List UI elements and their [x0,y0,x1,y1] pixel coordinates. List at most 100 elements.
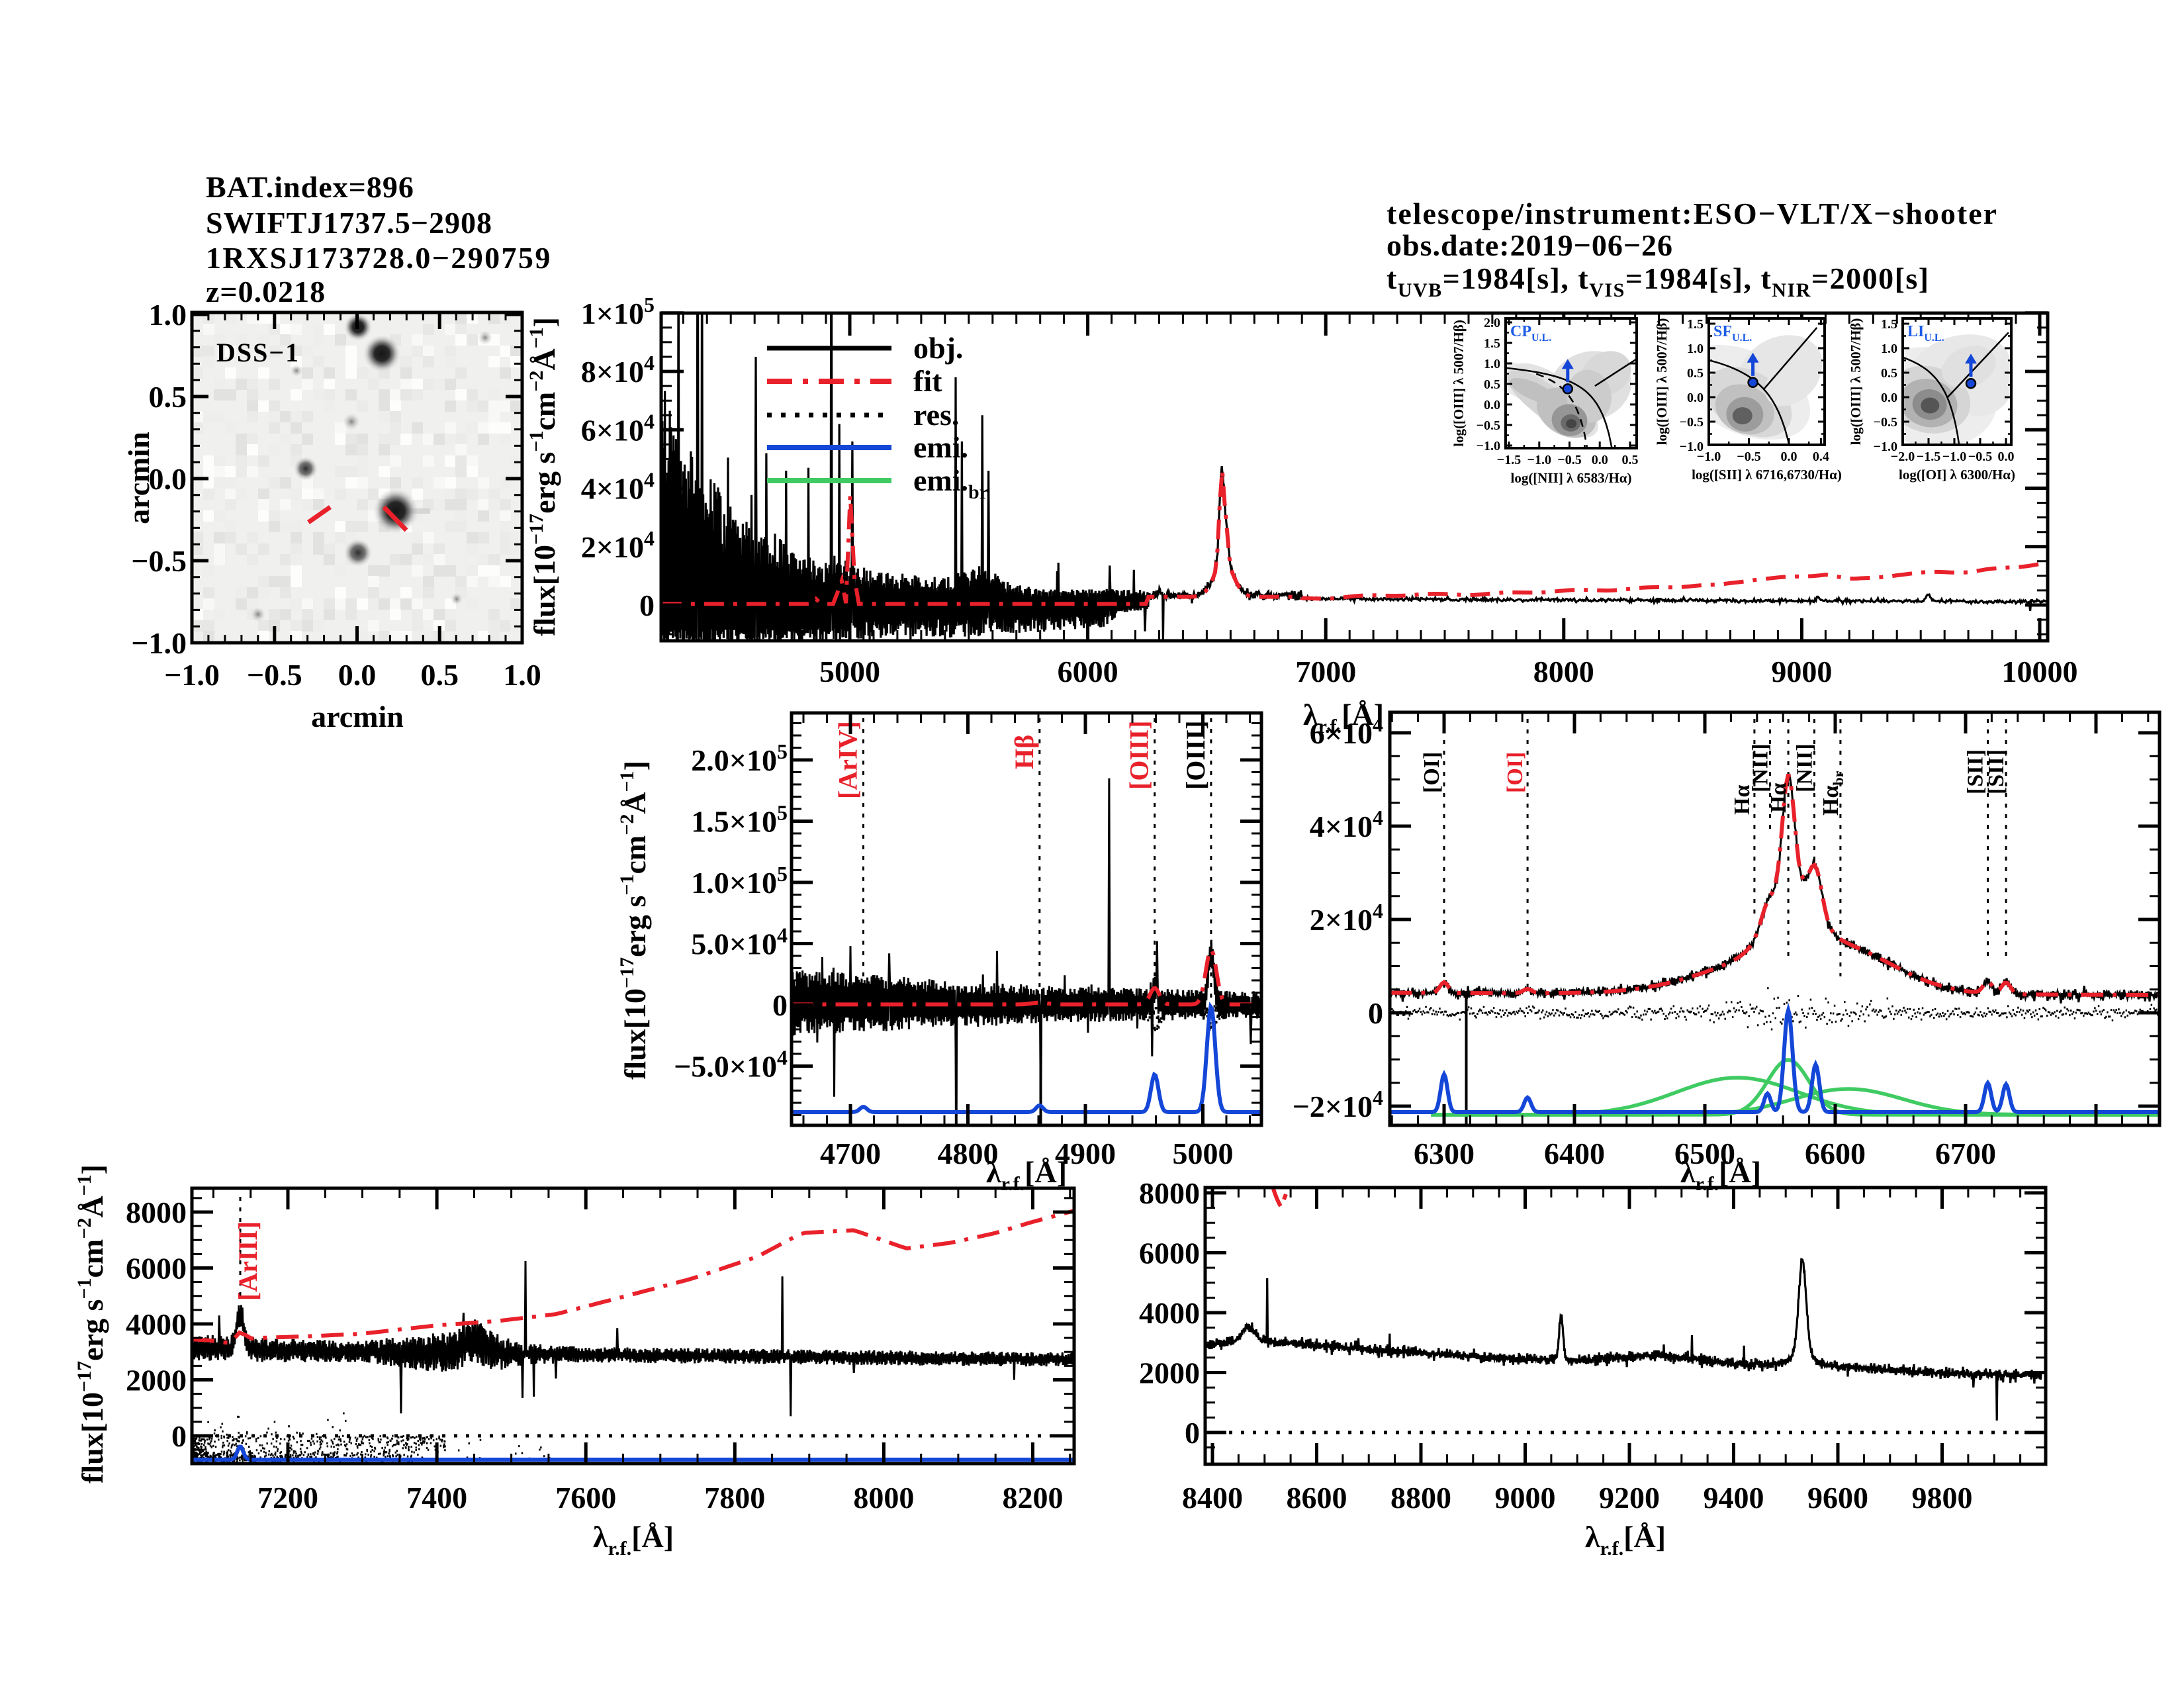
svg-text:6000: 6000 [1139,1237,1200,1270]
svg-text:[NII]: [NII] [1748,743,1772,792]
svg-text:0.0: 0.0 [338,658,377,692]
svg-text:8000: 8000 [853,1481,914,1515]
svg-text:−0.5: −0.5 [1874,415,1897,430]
svg-text:−1.0: −1.0 [1527,453,1551,467]
svg-text:emi.: emi. [913,430,968,464]
svg-text:9600: 9600 [1807,1481,1868,1515]
svg-text:[OI]: [OI] [1503,752,1527,793]
svg-text:7400: 7400 [406,1481,467,1515]
svg-text:−1.0: −1.0 [1477,439,1500,453]
svg-text:[SII]: [SII] [1963,749,1987,794]
svg-text:0.5: 0.5 [149,380,187,414]
svg-text:log([OIII] λ 5007/Hβ): log([OIII] λ 5007/Hβ) [1451,320,1467,447]
svg-text:[SII]: [SII] [1984,749,2009,794]
svg-text:0: 0 [1368,996,1383,1030]
svg-text:flux[10−17​erg s−1​cm−2​Å−1​]: flux[10−17​erg s−1​cm−2​Å−1​] [73,1164,109,1483]
svg-text:−1.0: −1.0 [1942,449,1966,464]
svg-text:λr.f.​[Å]: λr.f.​[Å] [593,1520,674,1560]
svg-text:1.0×105​: 1.0×105​ [691,862,788,900]
svg-text:6300: 6300 [1414,1137,1475,1170]
svg-text:8200: 8200 [1003,1481,1064,1515]
svg-text:8600: 8600 [1287,1481,1347,1515]
svg-text:4×104​: 4×104​ [581,468,655,506]
svg-text:8800: 8800 [1390,1481,1451,1515]
svg-text:9000: 9000 [1771,655,1832,688]
svg-text:1.5: 1.5 [1687,317,1704,332]
svg-text:BAT.index=896: BAT.index=896 [206,170,414,204]
svg-text:Hα: Hα [1730,785,1754,815]
svg-text:−0.5: −0.5 [1557,453,1581,467]
svg-text:5000: 5000 [819,655,880,688]
svg-text:−0.5: −0.5 [1680,415,1704,430]
svg-text:0.5: 0.5 [421,658,459,692]
svg-text:8000: 8000 [1533,655,1594,688]
svg-text:λr.f.​[Å]: λr.f.​[Å] [1303,698,1384,737]
svg-text:1.5: 1.5 [1881,317,1897,332]
svg-text:0.0: 0.0 [1687,391,1704,405]
svg-text:log([OI] λ 6300/Hα): log([OI] λ 6300/Hα) [1899,467,2015,483]
svg-text:1.5×105​: 1.5×105​ [691,801,788,839]
svg-text:8×104​: 8×104​ [581,351,655,389]
svg-text:0.0: 0.0 [1781,449,1797,464]
svg-text:−1.0: −1.0 [1874,440,1897,454]
svg-text:log([NII] λ 6583/Hα): log([NII] λ 6583/Hα) [1510,470,1631,486]
svg-text:1.0: 1.0 [149,298,187,332]
svg-text:Hβ: Hβ [1009,735,1039,769]
svg-text:6×104​: 6×104​ [1310,712,1383,750]
svg-text:[OIII]: [OIII] [1181,721,1210,790]
svg-text:res.: res. [913,398,959,432]
svg-text:arcmin: arcmin [311,700,404,733]
svg-text:−1.5: −1.5 [1497,453,1521,467]
svg-text:8000: 8000 [1139,1176,1200,1210]
svg-text:0: 0 [171,1419,187,1453]
svg-text:6500: 6500 [1674,1137,1735,1170]
svg-text:8400: 8400 [1182,1481,1243,1515]
svg-text:9400: 9400 [1704,1481,1764,1515]
svg-text:4000: 4000 [1139,1296,1200,1330]
svg-text:1.0: 1.0 [1881,342,1897,356]
svg-text:9800: 9800 [1912,1481,1973,1515]
svg-text:−1.5: −1.5 [1917,449,1940,464]
svg-text:SWIFTJ1737.5−2908: SWIFTJ1737.5−2908 [206,206,492,240]
svg-text:1.0: 1.0 [503,658,541,692]
svg-text:0: 0 [639,588,655,622]
svg-text:1RXSJ173728.0−290759: 1RXSJ173728.0−290759 [206,241,552,275]
svg-text:fit: fit [913,364,942,398]
svg-text:2.0×105​: 2.0×105​ [691,739,788,777]
svg-text:2000: 2000 [1139,1356,1200,1390]
svg-text:6×104​: 6×104​ [581,409,655,447]
svg-text:1.0: 1.0 [1484,357,1500,371]
svg-text:z=0.0218: z=0.0218 [206,275,326,308]
svg-text:log([OIII] λ 5007/Hβ): log([OIII] λ 5007/Hβ) [1848,318,1864,445]
svg-text:7200: 7200 [257,1481,318,1515]
svg-text:8000: 8000 [126,1196,187,1229]
svg-text:[NII]: [NII] [1792,743,1817,792]
svg-text:0: 0 [1185,1416,1200,1450]
svg-text:−2.0: −2.0 [1891,449,1915,464]
svg-text:6000: 6000 [126,1252,187,1286]
svg-text:4×104​: 4×104​ [1310,806,1383,843]
svg-text:obs.date:2019−06−26: obs.date:2019−06−26 [1387,228,1673,262]
svg-text:0.0: 0.0 [1998,449,2015,464]
svg-text:2×104​: 2×104​ [581,526,655,564]
svg-text:−1.0: −1.0 [1680,440,1704,454]
svg-text:−0.5: −0.5 [1968,449,1992,464]
svg-text:−1.0: −1.0 [1697,449,1721,464]
svg-text:−2×104​: −2×104​ [1293,1086,1383,1123]
svg-text:log([SII] λ 6716,6730/Hα): log([SII] λ 6716,6730/Hα) [1692,467,1842,483]
svg-text:[OIII]: [OIII] [1124,721,1154,790]
svg-text:0.0: 0.0 [149,462,187,496]
svg-text:7800: 7800 [704,1481,765,1515]
svg-text:0.5: 0.5 [1484,377,1500,392]
svg-text:0.5: 0.5 [1881,366,1897,381]
svg-text:6700: 6700 [1935,1137,1996,1170]
svg-text:[ArIV]: [ArIV] [833,721,863,799]
svg-text:obj.: obj. [913,331,963,365]
svg-text:0.0: 0.0 [1484,398,1500,412]
svg-text:7600: 7600 [555,1481,616,1515]
svg-text:−1.0: −1.0 [131,626,187,660]
svg-text:9000: 9000 [1495,1481,1556,1515]
svg-text:telescope/instrument:ESO−VLT/X: telescope/instrument:ESO−VLT/X−shooter [1387,197,1998,230]
svg-text:−0.5: −0.5 [247,658,302,692]
svg-text:arcmin: arcmin [122,432,156,524]
